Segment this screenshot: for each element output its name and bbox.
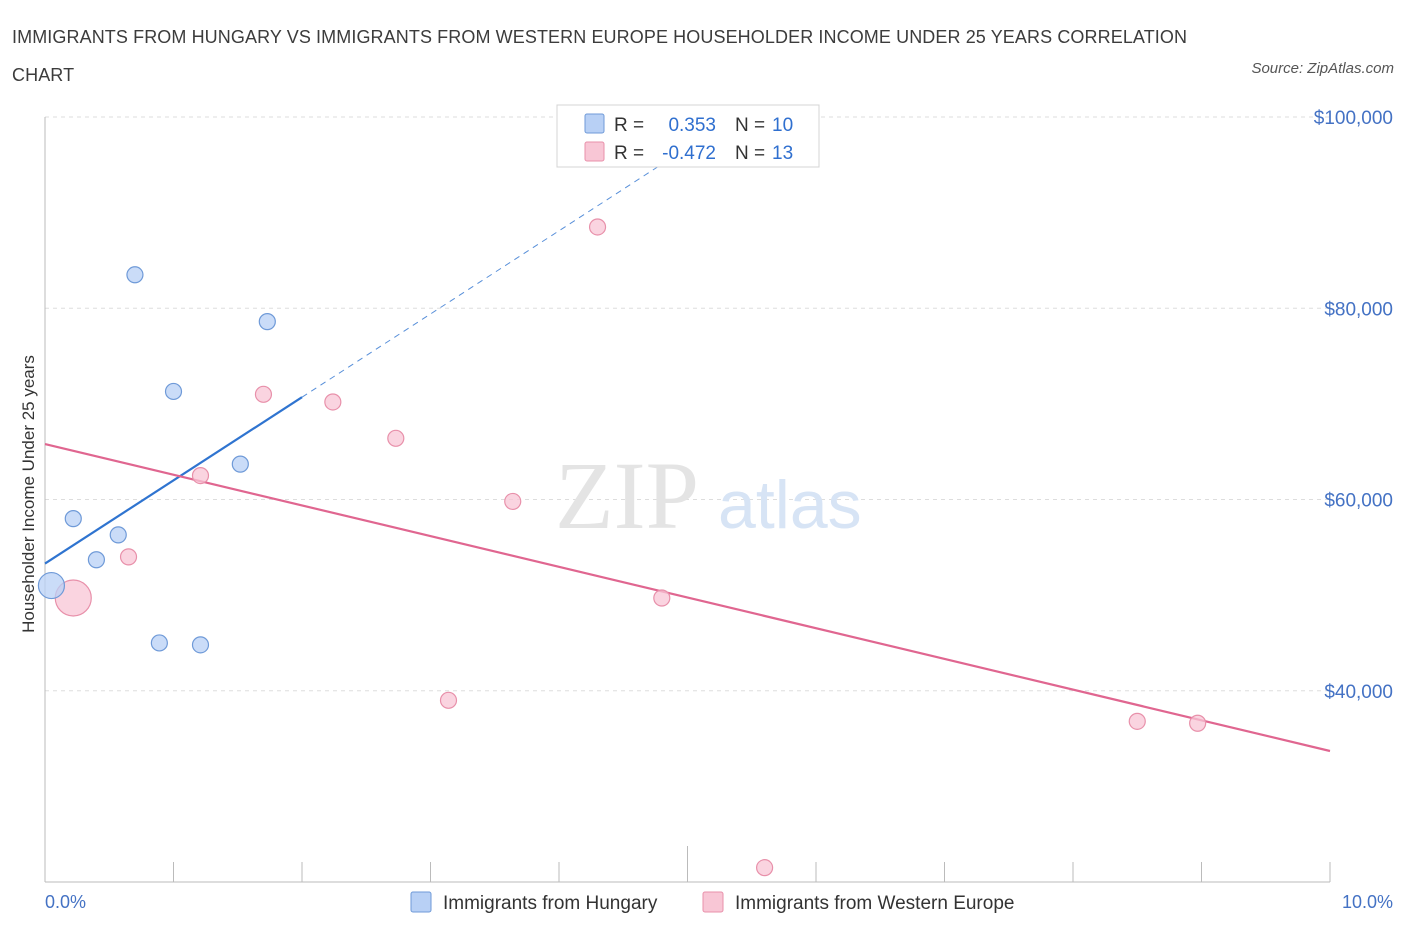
point-western-europe xyxy=(439,691,458,709)
chart-title: IMMIGRANTS FROM HUNGARY VS IMMIGRANTS FR… xyxy=(12,27,1188,85)
point-hungary xyxy=(191,636,210,654)
x-axis-ticks xyxy=(44,846,1331,882)
point-hungary xyxy=(64,510,82,528)
legend-swatch-hungary xyxy=(584,113,605,134)
point-hungary xyxy=(126,266,144,284)
trend-line-hungary xyxy=(44,396,303,565)
point-hungary xyxy=(150,634,168,652)
legend-r-label-western-europe: R = xyxy=(614,143,644,164)
point-hungary xyxy=(258,313,276,331)
legend-r-label-hungary: R = xyxy=(614,115,644,136)
y-tick-label: $40,000 xyxy=(1324,682,1393,703)
y-axis-label: Householder Income Under 25 years xyxy=(19,355,38,633)
point-hungary xyxy=(87,551,106,569)
point-western-europe xyxy=(119,548,138,566)
legend-n-label-hungary: N = xyxy=(735,115,765,136)
legend-n-label-western-europe: N = xyxy=(735,143,765,164)
watermark-atlas: atlas xyxy=(718,467,862,543)
y-tick-label: $80,000 xyxy=(1324,299,1393,320)
series-legend-label-western-europe: Immigrants from Western Europe xyxy=(735,893,1014,914)
y-tick-label: $60,000 xyxy=(1324,491,1393,512)
series-legend-swatch-western-europe xyxy=(702,891,724,913)
point-western-europe xyxy=(504,492,522,511)
point-western-europe xyxy=(191,466,210,485)
y-tick-label: $100,000 xyxy=(1314,108,1393,129)
x-tick-label-max: 10.0% xyxy=(1342,892,1393,912)
trend-line-hungary-extrapolated xyxy=(301,147,688,398)
point-western-europe xyxy=(324,393,342,411)
point-hungary xyxy=(37,571,66,600)
point-western-europe xyxy=(588,218,607,236)
x-tick-label-min: 0.0% xyxy=(45,892,86,912)
source-label: Source: ZipAtlas.com xyxy=(1251,60,1394,77)
point-western-europe xyxy=(755,859,774,877)
gridlines xyxy=(45,116,1330,692)
legend-n-value-hungary: 10 xyxy=(772,115,793,136)
series-legend-label-hungary: Immigrants from Hungary xyxy=(443,893,658,914)
point-western-europe xyxy=(653,589,671,607)
point-western-europe xyxy=(1128,712,1146,730)
y-tick-labels: $40,000 $60,000 $80,000 $100,000 xyxy=(1314,108,1393,703)
correlation-legend: R = 0.353 N = 10 R = -0.472 N = 13 xyxy=(556,104,820,168)
point-western-europe xyxy=(1189,714,1207,732)
trend-lines xyxy=(44,147,1331,753)
point-western-europe xyxy=(387,429,405,447)
trend-line-western-europe xyxy=(44,442,1331,753)
legend-r-value-western-europe: -0.472 xyxy=(662,143,716,164)
legend-swatch-western-europe xyxy=(584,141,605,162)
point-western-europe xyxy=(254,385,273,403)
data-points xyxy=(37,218,1207,877)
point-hungary xyxy=(231,455,249,473)
point-hungary xyxy=(164,382,183,401)
legend-r-value-hungary: 0.353 xyxy=(668,115,716,136)
point-hungary xyxy=(109,526,127,544)
legend-n-value-western-europe: 13 xyxy=(772,143,793,164)
series-legend-swatch-hungary xyxy=(410,891,432,913)
watermark-zip: ZIP xyxy=(555,442,699,549)
series-legend: Immigrants from Hungary Immigrants from … xyxy=(410,891,1014,914)
